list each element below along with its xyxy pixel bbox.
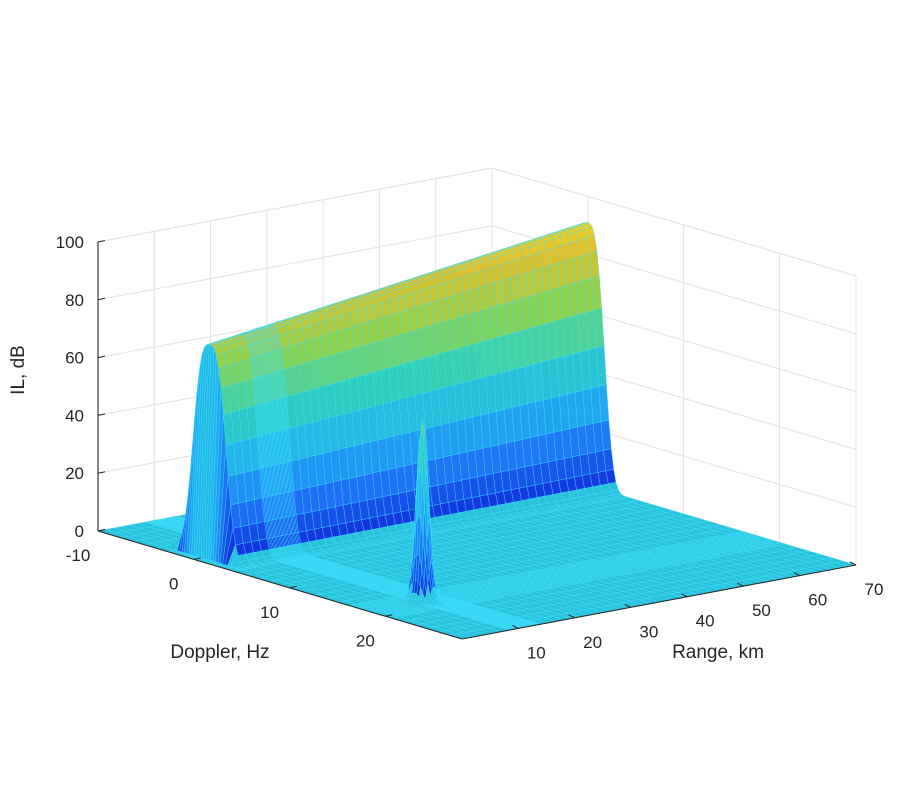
x-tick <box>512 624 519 629</box>
y-tick-label: 0 <box>169 574 178 593</box>
z-tick <box>97 240 106 243</box>
surface-plot <box>97 221 857 640</box>
x-axis-label: Range, km <box>672 642 764 663</box>
y-tick <box>193 557 201 560</box>
z-tick <box>97 471 106 474</box>
x-tick <box>849 561 857 566</box>
z-tick-label: 60 <box>65 349 84 368</box>
y-axis-label: Doppler, Hz <box>170 642 269 663</box>
x-tick <box>680 593 688 598</box>
tick-labels: 0 20 40 60 80 100 -10 0 10 20 10 20 30 40 50 60 70 <box>56 233 884 662</box>
x-tick <box>568 614 575 619</box>
z-tick-label: 100 <box>56 233 84 252</box>
y-tick <box>97 529 106 532</box>
z-tick-label: 80 <box>65 291 84 310</box>
y-tick <box>385 614 393 617</box>
x-tick-label: 30 <box>639 622 658 641</box>
x-axis-line <box>461 564 857 640</box>
z-tick-label: 20 <box>65 464 84 483</box>
axis-lines <box>97 242 857 640</box>
z-tick <box>97 413 106 416</box>
x-tick <box>793 572 800 577</box>
z-tick-label: 40 <box>65 406 84 425</box>
x-tick-label: 40 <box>696 612 715 631</box>
z-tick <box>97 355 106 359</box>
z-tick-label: 0 <box>75 522 84 541</box>
y-tick-label: -10 <box>66 546 91 565</box>
x-tick-label: 10 <box>527 643 546 662</box>
y-tick <box>289 585 297 589</box>
x-tick-label: 70 <box>865 580 884 599</box>
box-edge-top-left <box>97 167 493 243</box>
x-tick <box>737 582 744 587</box>
z-tick <box>97 297 106 301</box>
x-tick-label: 50 <box>752 601 771 620</box>
x-tick-label: 20 <box>583 633 602 652</box>
y-tick-label: 20 <box>356 631 375 650</box>
box-edge-top-right <box>491 167 857 277</box>
x-tick <box>624 603 632 608</box>
x-tick-label: 60 <box>808 591 827 610</box>
y-axis-line <box>97 530 463 640</box>
z-axis-label: IL, dB <box>8 345 29 395</box>
y-tick-label: 10 <box>260 603 279 622</box>
